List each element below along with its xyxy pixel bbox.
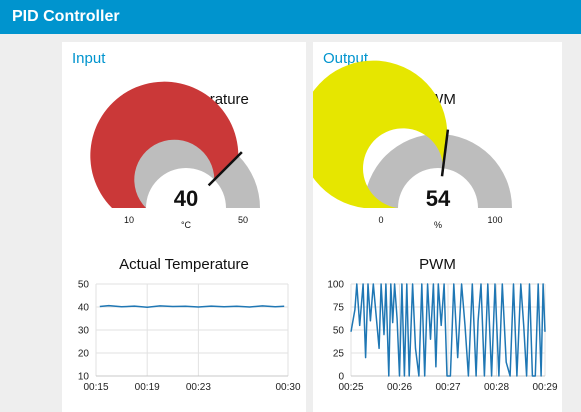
pwm-chart-x-tick-label: 00:25	[338, 382, 363, 393]
temperature-gauge-needle	[207, 151, 243, 187]
pwm-gauge-min: 0	[378, 215, 383, 225]
temperature-gauge: 40 °C 10 50	[90, 81, 260, 230]
temperature-chart-y-tick-label: 10	[78, 372, 90, 383]
pwm-chart-y-tick-label: 25	[333, 349, 345, 360]
temperature-gauge-min: 10	[124, 215, 134, 225]
temperature-chart: 10 20 30 40 50 00:15 00:19 00:23 00:30	[78, 280, 301, 394]
pwm-chart-x-tick-label: 00:29	[532, 382, 557, 393]
pwm-chart-y-tick-label: 75	[333, 303, 345, 314]
temperature-chart-title: Actual Temperature	[119, 256, 249, 273]
temperature-gauge-unit: °C	[181, 220, 192, 230]
pwm-gauge-fill	[313, 60, 448, 208]
pwm-chart-x-tick-label: 00:26	[387, 382, 412, 393]
temperature-chart-y-tick-label: 20	[78, 349, 90, 360]
pwm-chart-title: PWM	[419, 256, 456, 273]
temperature-gauge-max: 50	[238, 215, 248, 225]
temperature-gauge-value: 40	[174, 186, 198, 211]
pwm-chart-x-tick-label: 00:27	[435, 382, 460, 393]
pwm-gauge-needle	[440, 129, 450, 177]
app-title: PID Controller	[12, 8, 120, 25]
temperature-chart-series-line	[99, 304, 285, 308]
pwm-gauge: 54% 0 100	[313, 60, 512, 230]
temperature-chart-y-tick-label: 30	[78, 326, 90, 337]
pwm-chart: 0 25 50 75 100 00:25 00:26 00:27 00:28 00:29	[327, 280, 558, 394]
input-group-title: Input	[72, 50, 106, 67]
pwm-chart-x-tick-label: 00:28	[484, 382, 509, 393]
temperature-chart-y-tick-label: 50	[78, 280, 90, 291]
temperature-chart-y-tick-label: 40	[78, 303, 90, 314]
temperature-chart-x-tick-label: 00:19	[135, 382, 160, 393]
temperature-chart-x-tick-label: 00:30	[275, 382, 300, 393]
pwm-gauge-value: 54	[426, 186, 451, 211]
temperature-chart-x-tick-label: 00:15	[83, 382, 108, 393]
pwm-gauge-track	[364, 134, 512, 208]
pwm-gauge-unit: %	[434, 220, 442, 230]
pwm-chart-series-line	[350, 283, 546, 377]
pwm-gauge-max: 100	[487, 215, 502, 225]
pwm-chart-y-tick-label: 100	[327, 280, 344, 291]
pwm-chart-y-tick-label: 0	[338, 372, 344, 383]
temperature-chart-x-tick-label: 00:23	[186, 382, 211, 393]
pwm-chart-y-tick-label: 50	[333, 326, 345, 337]
temperature-gauge-fill	[90, 81, 239, 208]
app-header: PID Controller	[0, 0, 581, 34]
